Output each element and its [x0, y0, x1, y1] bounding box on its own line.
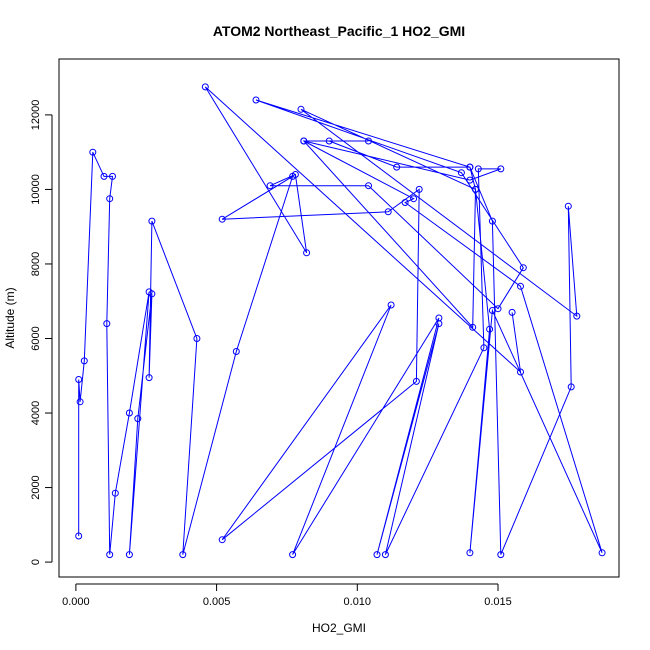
- data-point: [466, 549, 474, 557]
- data-point: [289, 551, 297, 559]
- data-point: [410, 195, 418, 203]
- data-point: [564, 202, 572, 210]
- data-point: [325, 137, 333, 145]
- data-point: [412, 377, 420, 385]
- y-tick-label: 8000: [30, 252, 42, 276]
- data-point: [517, 368, 524, 376]
- y-tick-label: 10000: [30, 174, 42, 205]
- data-point: [393, 163, 401, 171]
- data-point: [266, 182, 274, 190]
- data-point: [517, 282, 524, 290]
- data-point: [252, 96, 260, 104]
- data-point: [488, 217, 496, 225]
- data-point: [75, 532, 83, 540]
- data-point: [125, 409, 133, 417]
- data-point: [218, 215, 226, 223]
- data-point: [435, 320, 443, 328]
- data-point: [109, 172, 116, 180]
- data-point: [373, 551, 381, 559]
- data-point: [125, 551, 133, 559]
- data-point: [381, 551, 389, 559]
- x-tick-label: 0.000: [62, 596, 90, 608]
- series-line: [78, 86, 603, 555]
- data-point: [497, 551, 505, 559]
- data-point: [486, 325, 494, 333]
- data-point: [75, 376, 83, 383]
- x-tick-label: 0.010: [344, 596, 372, 608]
- data-point: [472, 185, 479, 193]
- y-tick-label: 4000: [30, 401, 42, 425]
- data-point: [232, 348, 240, 355]
- data-point: [106, 551, 114, 559]
- data-point: [457, 169, 465, 177]
- data-point: [480, 344, 488, 352]
- x-axis-label: HO2_GMI: [312, 621, 366, 635]
- data-point: [291, 171, 299, 178]
- data-point: [103, 320, 111, 328]
- data-point: [365, 137, 372, 145]
- data-point: [567, 383, 575, 391]
- data-point: [100, 172, 108, 180]
- data-point: [303, 249, 311, 257]
- data-point: [519, 264, 527, 272]
- data-point: [76, 398, 84, 406]
- data-point: [401, 199, 409, 206]
- data-point: [598, 549, 606, 557]
- data-point: [145, 374, 153, 382]
- data-point: [494, 305, 502, 313]
- data-point: [134, 415, 142, 423]
- data-point: [201, 83, 209, 91]
- data-point: [474, 165, 482, 173]
- data-point: [297, 105, 305, 113]
- plot-frame: [58, 58, 620, 578]
- series-layer: [75, 83, 606, 559]
- y-tick-label: 0: [30, 559, 42, 565]
- y-axis-label: Altitude (m): [3, 287, 17, 348]
- data-point: [365, 182, 372, 190]
- data-point: [148, 217, 156, 225]
- data-point: [573, 312, 581, 320]
- data-point: [387, 301, 395, 309]
- x-axis: 0.000 0.005 0.010 0.015: [62, 583, 512, 608]
- data-point: [106, 195, 114, 203]
- data-point: [111, 489, 119, 497]
- data-point: [508, 308, 516, 316]
- data-point: [497, 165, 505, 173]
- data-point: [466, 163, 474, 171]
- data-point: [89, 148, 97, 156]
- y-tick-label: 6000: [30, 326, 42, 350]
- y-axis: 0 2000 4000 6000 8000 10000 12000: [30, 100, 53, 565]
- data-point: [179, 551, 187, 559]
- x-tick-label: 0.015: [484, 596, 512, 608]
- data-point: [415, 185, 423, 193]
- data-point: [384, 208, 392, 216]
- data-point: [300, 137, 308, 145]
- x-tick-label: 0.005: [203, 596, 231, 608]
- data-point: [218, 536, 226, 544]
- data-point: [80, 357, 88, 365]
- y-tick-label: 12000: [30, 100, 42, 131]
- data-point: [148, 290, 156, 298]
- y-tick-label: 2000: [30, 475, 42, 499]
- data-point: [193, 335, 201, 342]
- data-point: [469, 323, 477, 331]
- chart-title: ATOM2 Northeast_Pacific_1 HO2_GMI: [213, 23, 465, 39]
- data-point: [466, 176, 474, 184]
